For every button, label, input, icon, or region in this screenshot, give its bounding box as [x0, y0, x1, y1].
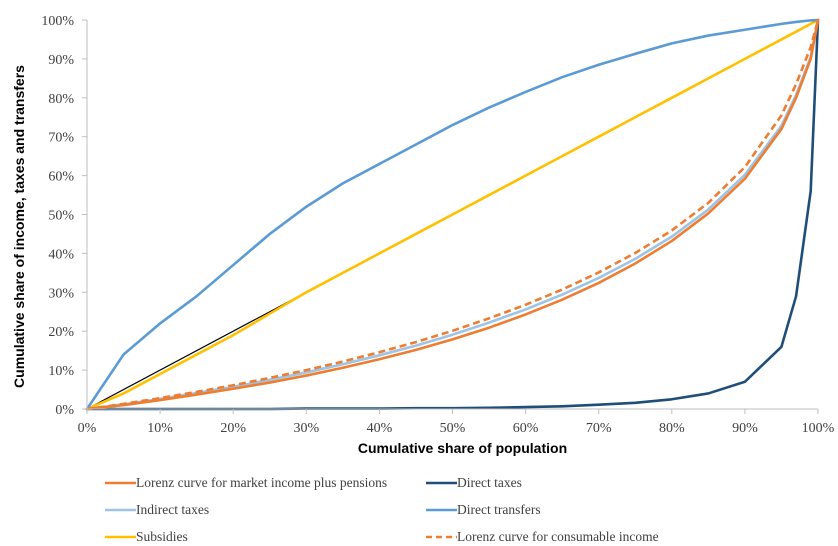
x-tick-label: 20% — [220, 421, 246, 436]
series-line-direct-transfers — [85, 18, 820, 411]
y-tick-label: 50% — [48, 209, 74, 224]
x-axis-title: Cumulative share of population — [358, 440, 567, 456]
series-line-lorenz-curve-for-market-income-plus-pensions — [85, 18, 820, 411]
x-tick-label: 60% — [513, 421, 539, 436]
legend: Lorenz curve for market income plus pens… — [105, 475, 659, 544]
series-line-indirect-taxes — [85, 18, 820, 411]
x-tick-label: 100% — [802, 421, 835, 436]
y-tick-label: 70% — [48, 131, 74, 146]
legend-entry-label: Direct taxes — [457, 475, 522, 490]
y-tick-label: 90% — [48, 53, 74, 68]
x-tick-label: 70% — [586, 421, 612, 436]
plot-area — [85, 18, 820, 411]
y-tick-label: 0% — [55, 403, 74, 418]
legend-entry-label: Subsidies — [136, 529, 188, 544]
y-tick-label: 10% — [48, 364, 74, 379]
y-tick-label: 100% — [41, 14, 74, 29]
y-tick-label: 60% — [48, 170, 74, 185]
y-axis-title: Cumulative share of income, taxes and tr… — [11, 65, 27, 388]
axes: 0% 10% 20% 30% 40% 50% 60% 70% 80% 90% 100% 0% 10% 20… — [41, 14, 834, 436]
series-line-lorenz-curve-for-consumable-income — [86, 19, 820, 411]
legend-entry-label: Indirect taxes — [136, 502, 209, 517]
x-tick-label: 40% — [367, 421, 393, 436]
y-tick-label: 80% — [48, 92, 74, 107]
x-tick-label: 90% — [732, 421, 758, 436]
x-tick-label: 0% — [78, 421, 97, 436]
y-tick-label: 20% — [48, 325, 74, 340]
series-line-subsidies — [85, 18, 820, 411]
legend-entry-label: Lorenz curve for consumable income — [457, 529, 659, 544]
y-tick-label: 30% — [48, 286, 74, 301]
x-tick-label: 10% — [147, 421, 173, 436]
x-tick-label: 30% — [293, 421, 319, 436]
legend-entry-label: Direct transfers — [457, 502, 541, 517]
x-tick-label: 80% — [659, 421, 685, 436]
x-tick-label: 50% — [440, 421, 466, 436]
legend-entry-label: Lorenz curve for market income plus pens… — [136, 475, 387, 490]
y-tick-label: 40% — [48, 247, 74, 262]
